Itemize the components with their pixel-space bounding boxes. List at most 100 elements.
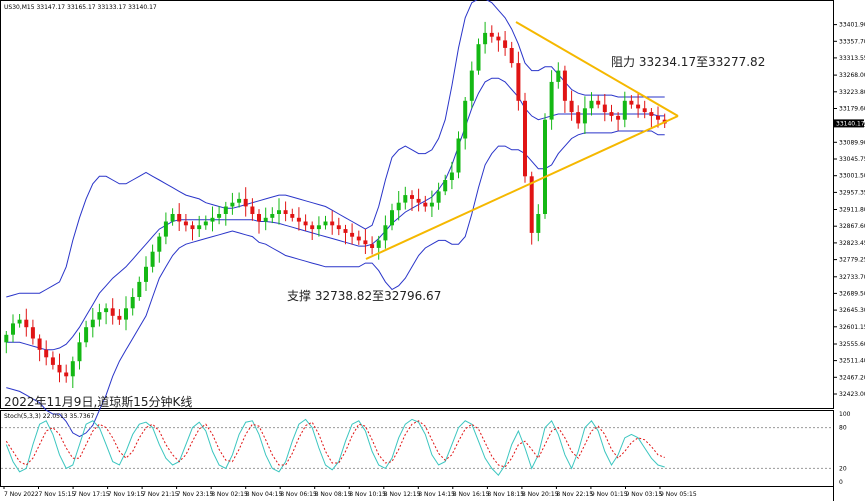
candle-body — [370, 244, 375, 248]
price-tick-label: 32779.25 — [839, 257, 865, 264]
candle-body — [217, 214, 222, 218]
price-tick-label: 33268.00 — [839, 72, 865, 79]
candle-body — [489, 32, 494, 37]
time-tick-label: 9 Nov 03:15 — [626, 491, 663, 498]
support-trendline — [365, 115, 679, 260]
time-tick-label: 7 Nov 23:15 — [177, 491, 214, 498]
candle-body — [183, 221, 188, 226]
stoch-tick-label: 100 — [839, 411, 851, 418]
candle-body — [4, 334, 9, 343]
svg-text:33140.17: 33140.17 — [836, 120, 865, 127]
candle-body — [64, 372, 69, 377]
price-tick-label: 32511.40 — [839, 358, 865, 365]
candle-body — [97, 312, 102, 320]
candle-body — [190, 225, 195, 230]
chart-header: US30,M15 33147.17 33165.17 33133.17 3314… — [4, 4, 157, 11]
candle-body — [356, 236, 361, 241]
time-tick-label: 7 Nov 21:15 — [142, 491, 179, 498]
candle-body — [330, 221, 335, 226]
candle-body — [622, 100, 627, 120]
candle-body — [629, 100, 634, 105]
candle-body — [57, 364, 62, 373]
time-tick-label: 7 Nov 15:15 — [39, 491, 76, 498]
price-tick-label: 33179.60 — [839, 106, 865, 113]
candle-body — [84, 327, 89, 343]
candle-body — [343, 229, 348, 233]
time-tick-label: 8 Nov 10:15 — [349, 491, 386, 498]
stoch-tick-label: 0 — [839, 479, 843, 486]
candle-body — [449, 172, 454, 180]
price-tick-label: 32957.35 — [839, 189, 865, 196]
bollinger-bands — [6, 0, 665, 438]
candle-body — [350, 232, 355, 237]
candle-body — [363, 240, 368, 245]
time-axis: 7 Nov 2022 7 Nov 15:157 Nov 17:157 Nov 19… — [3, 486, 697, 498]
candle-body — [117, 315, 122, 320]
candle-body — [77, 342, 82, 362]
price-tick-label: 32601.15 — [839, 324, 865, 331]
candle-body — [596, 100, 601, 105]
candle-body — [270, 214, 275, 218]
candle-body — [503, 40, 508, 48]
candle-body — [137, 281, 142, 297]
candle-body — [636, 104, 641, 109]
caption-label: 2022年11月9日,道琼斯15分钟K线 — [4, 394, 192, 409]
candle-body — [230, 202, 235, 207]
price-tick-label: 33223.80 — [839, 89, 865, 96]
time-tick-label: 8 Nov 16:15 — [453, 491, 490, 498]
price-tick-label: 32823.45 — [839, 240, 865, 247]
triangle-pattern — [365, 21, 679, 260]
time-tick-label: 8 Nov 14:15 — [418, 491, 455, 498]
candle-body — [290, 214, 295, 218]
time-tick-label: 8 Nov 08:15 — [315, 491, 352, 498]
candle-body — [649, 112, 654, 116]
bb-lower-line — [6, 130, 665, 438]
price-tick-label: 32689.50 — [839, 290, 865, 297]
candle-body — [177, 214, 182, 222]
candle-body — [70, 361, 75, 377]
candle-body — [203, 221, 208, 226]
price-tick-label: 32555.60 — [839, 341, 865, 348]
time-tick-label: 8 Nov 02:15 — [211, 491, 248, 498]
candle-body — [310, 225, 315, 230]
candle-body — [516, 63, 521, 101]
price-tick-label: 33045.75 — [839, 156, 865, 163]
candle-body — [396, 202, 401, 211]
price-tick-label: 32645.30 — [839, 307, 865, 314]
stoch-tick-label: 80 — [839, 425, 847, 432]
time-tick-label: 7 Nov 19:15 — [108, 491, 145, 498]
time-tick-label: 8 Nov 04:15 — [246, 491, 283, 498]
candles — [4, 21, 667, 388]
time-tick-label: 8 Nov 06:15 — [280, 491, 317, 498]
time-tick-label: 7 Nov 17:15 — [73, 491, 110, 498]
candle-body — [423, 202, 428, 207]
bb-upper-line — [6, 0, 665, 298]
price-tick-label: 33357.70 — [839, 38, 865, 45]
candle-body — [104, 308, 109, 313]
stoch-pane — [0, 410, 834, 487]
support-label: 支撑 32738.82至32796.67 — [287, 288, 441, 303]
candle-body — [303, 221, 308, 226]
candle-body — [316, 225, 321, 230]
time-tick-label: 8 Nov 20:15 — [522, 491, 559, 498]
price-tick-label: 32467.20 — [839, 374, 865, 381]
candle-body — [529, 176, 534, 233]
candle-body — [582, 108, 587, 124]
candle-body — [237, 198, 242, 203]
candle-body — [90, 319, 95, 328]
resistance-trendline — [515, 21, 679, 117]
candle-body — [50, 357, 55, 365]
candle-body — [124, 308, 128, 320]
candle-body — [390, 210, 394, 226]
candle-body — [130, 297, 135, 309]
candle-body — [197, 225, 202, 230]
candle-body — [257, 214, 261, 222]
candle-body — [283, 210, 288, 214]
candle-body — [436, 191, 441, 203]
main-pane — [0, 0, 834, 409]
candle-body — [210, 217, 215, 222]
candle-body — [376, 240, 381, 248]
candle-body — [509, 48, 514, 64]
resistance-label: 阻力 33234.17至33277.82 — [611, 55, 765, 69]
stoch-tick-label: 20 — [839, 465, 847, 472]
